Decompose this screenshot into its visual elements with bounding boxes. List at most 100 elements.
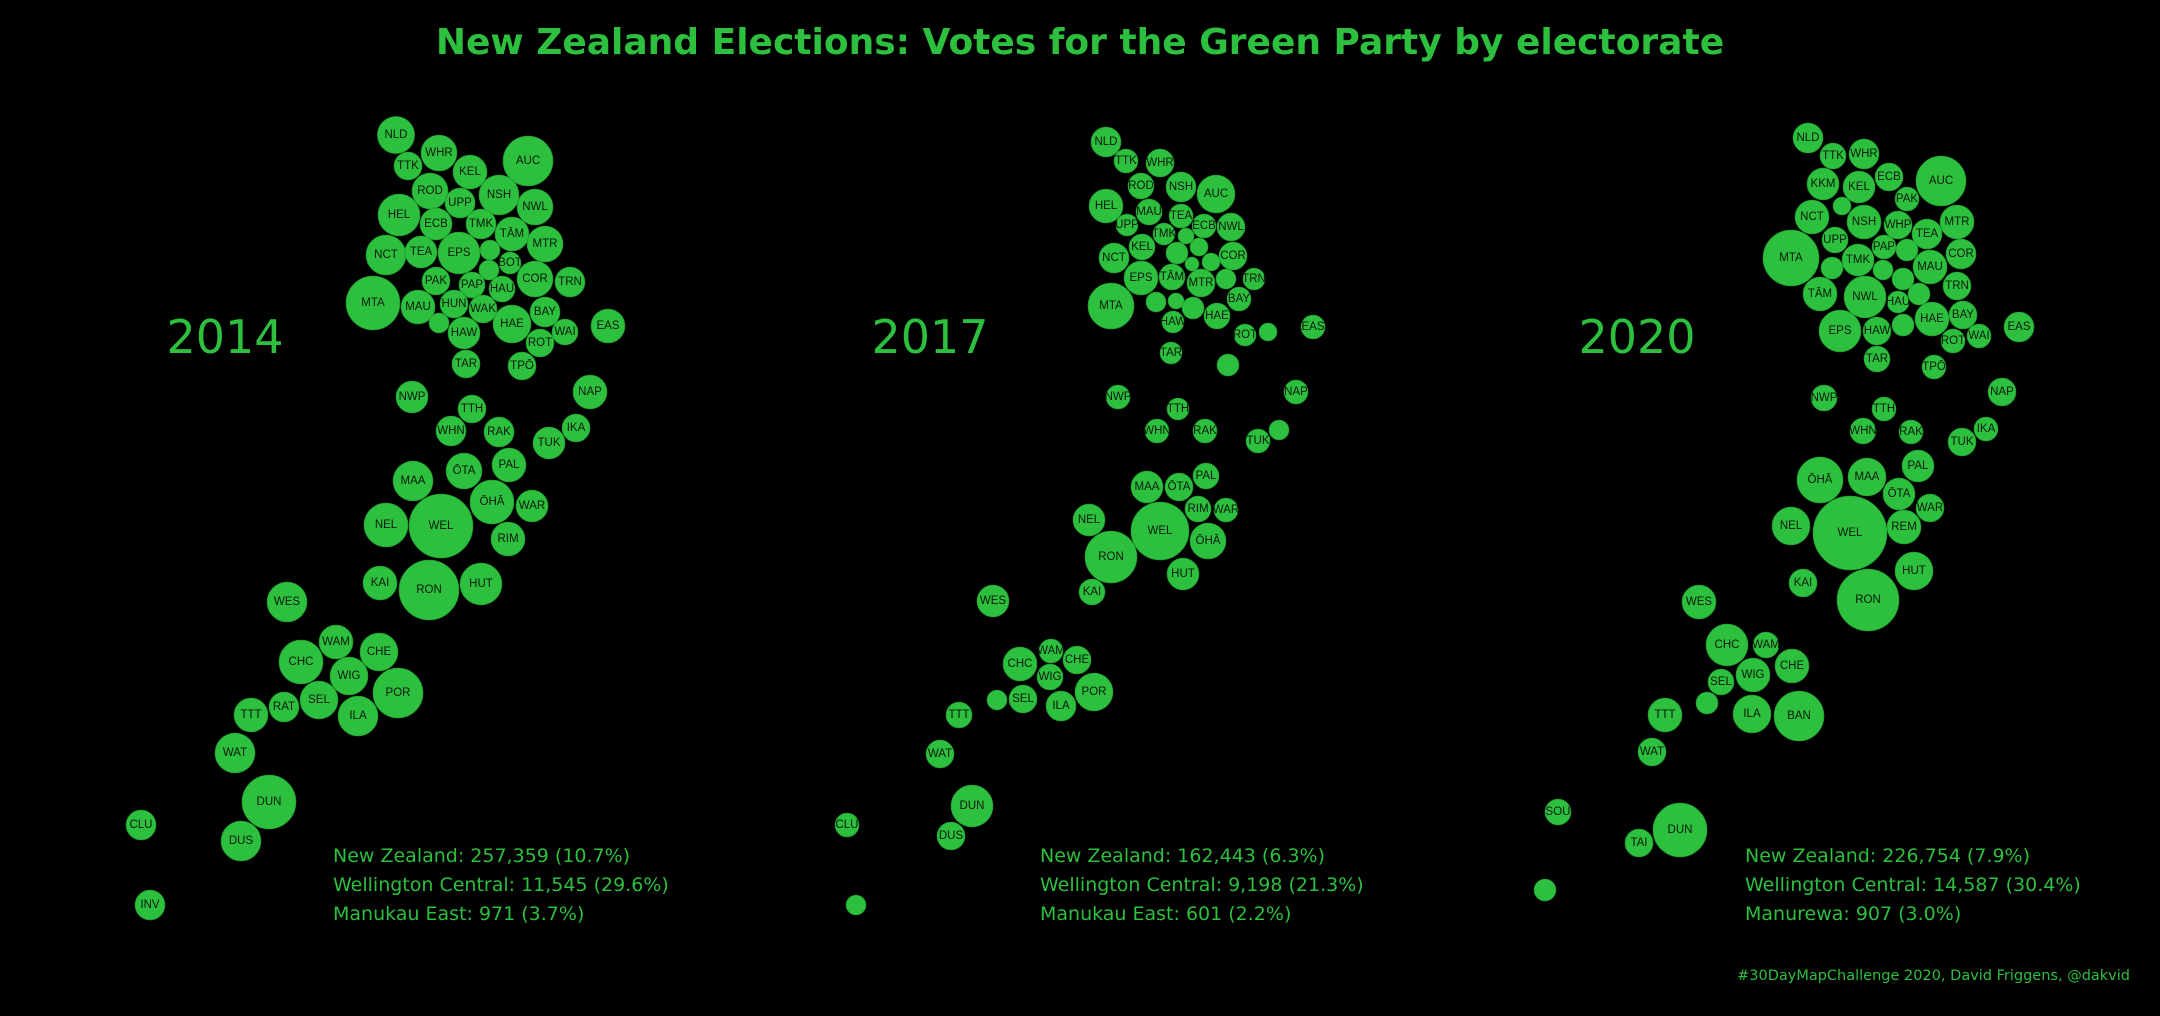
electorate-label: HUT [469, 578, 493, 590]
electorate-label: TRN [558, 276, 582, 288]
electorate-label: WHR [425, 147, 452, 159]
electorate-bubble-ECB [1874, 162, 1904, 192]
electorate-bubble-COR [1945, 238, 1977, 270]
electorate-bubble-KEL [452, 154, 488, 190]
electorate-bubble-INV [134, 889, 166, 921]
electorate-bubble-DUS [220, 820, 262, 862]
electorate-bubble-unlabelled [1145, 291, 1167, 313]
electorate-label: TAR [455, 358, 477, 370]
electorate-label: NWP [1811, 392, 1838, 404]
electorate-label: PAK [1896, 193, 1918, 205]
electorate-bubble-CHC [1002, 646, 1038, 682]
stat-lowest: Manurewa: 907 (3.0%) [1745, 903, 1962, 925]
electorate-label: HEL [388, 209, 411, 221]
electorate-bubble-unlabelled [1189, 237, 1209, 257]
electorate-bubble-PAK [1894, 186, 1920, 212]
electorate-label: TTT [948, 709, 969, 721]
electorate-label: TAR [1160, 347, 1182, 359]
electorate-label: NWP [1105, 391, 1132, 403]
electorate-bubble-BOT [498, 251, 522, 275]
electorate-bubble-unlabelled [986, 689, 1008, 711]
electorate-label: RAK [1193, 425, 1217, 437]
electorate-label: BOT [498, 257, 522, 269]
electorate-label: TAR [1866, 353, 1888, 365]
electorate-bubble-IKA [1973, 416, 1999, 442]
electorate-bubble-WHR [1145, 148, 1175, 178]
electorate-bubble-WHN [1849, 417, 1877, 445]
electorate-bubble-PAP [1871, 234, 1897, 260]
electorate-label: RAK [487, 426, 511, 438]
electorate-bubble-NAP [1987, 377, 2017, 407]
electorate-label: BAN [1787, 710, 1811, 722]
electorate-bubble-TĀM [1802, 276, 1838, 312]
electorate-bubble-WAM [318, 624, 354, 660]
electorate-bubble-BAY [529, 296, 561, 328]
electorate-label: ŌHĀ [1196, 535, 1221, 547]
electorate-label: PAP [461, 279, 483, 291]
electorate-bubble-ILA [337, 695, 379, 737]
electorate-label: ILA [1052, 700, 1070, 712]
electorate-bubble-KEL [1128, 233, 1156, 261]
electorate-bubble-MTR [1939, 204, 1975, 240]
electorate-bubble-EAS [1300, 314, 1326, 340]
electorate-label: ECB [1877, 171, 1901, 183]
electorate-bubble-unlabelled [1167, 292, 1185, 310]
electorate-label: COR [1948, 248, 1974, 260]
electorate-label: PAL [1908, 460, 1929, 472]
electorate-label: WEL [1838, 527, 1864, 539]
electorate-bubble-MAU [400, 289, 436, 325]
electorate-bubble-PAL [1901, 449, 1935, 483]
electorate-bubble-CLU [834, 812, 860, 838]
electorate-bubble-IKA [561, 413, 591, 443]
electorate-bubble-TEA [404, 235, 438, 269]
electorate-label: HAE [1205, 310, 1229, 322]
electorate-bubble-KAI [1078, 578, 1106, 606]
electorate-label: HAW [1160, 316, 1187, 328]
electorate-bubble-HUT [459, 562, 503, 606]
electorate-bubble-ROD [1127, 172, 1155, 200]
electorate-bubble-unlabelled [1258, 322, 1278, 342]
electorate-bubble-unlabelled [1895, 238, 1919, 262]
electorate-bubble-unlabelled [1820, 256, 1844, 280]
electorate-bubble-NAP [572, 374, 608, 410]
electorate-bubble-TTH [457, 394, 487, 424]
stat-highest: Wellington Central: 14,587 (30.4%) [1745, 874, 2081, 896]
electorate-label: NWL [522, 201, 548, 213]
electorate-bubble-SOU [1544, 798, 1572, 826]
electorate-label: UPP [1115, 219, 1139, 231]
electorate-bubble-HUN [439, 289, 469, 319]
electorate-bubble-TTK [1819, 142, 1847, 170]
electorate-bubble-KEL [1842, 170, 1876, 204]
electorate-label: KAI [371, 577, 390, 589]
electorate-label: NAP [1284, 386, 1308, 398]
electorate-label: TRN [1945, 280, 1969, 292]
electorate-label: KAI [1083, 586, 1102, 598]
electorate-bubble-TTT [1647, 697, 1683, 733]
electorate-bubble-unlabelled [1891, 313, 1915, 337]
electorate-label: NAP [1990, 386, 2014, 398]
electorate-bubble-unlabelled [428, 312, 450, 334]
electorate-bubble-SEL [1707, 668, 1735, 696]
electorate-bubble-AUC [1196, 174, 1236, 214]
electorate-label: CLU [129, 819, 152, 831]
electorate-label: NAP [578, 386, 602, 398]
electorate-bubble-RON [1836, 568, 1900, 632]
electorate-label: EPS [447, 247, 470, 259]
electorate-bubble-TMK [465, 208, 497, 240]
electorate-label: MAA [401, 475, 426, 487]
electorate-label: HAW [1864, 325, 1891, 337]
electorate-label: WHR [1146, 157, 1173, 169]
year-label-2020: 2020 [1578, 310, 1696, 364]
electorate-bubble-DUS [936, 821, 966, 851]
electorate-label: WES [1686, 596, 1713, 608]
electorate-label: PAL [499, 459, 520, 471]
electorate-bubble-TAR [1159, 341, 1183, 365]
electorate-bubble-WAR [1915, 493, 1945, 523]
electorate-bubble-CHE [1062, 645, 1092, 675]
electorate-bubble-WAR [515, 489, 549, 523]
electorate-bubble-WAM [1038, 638, 1064, 664]
electorate-bubble-AUC [1915, 155, 1967, 207]
stats-2014: New Zealand: 257,359 (10.7%) Wellington … [333, 842, 669, 929]
electorate-label: MAU [1136, 206, 1162, 218]
electorate-bubble-WAT [214, 732, 256, 774]
